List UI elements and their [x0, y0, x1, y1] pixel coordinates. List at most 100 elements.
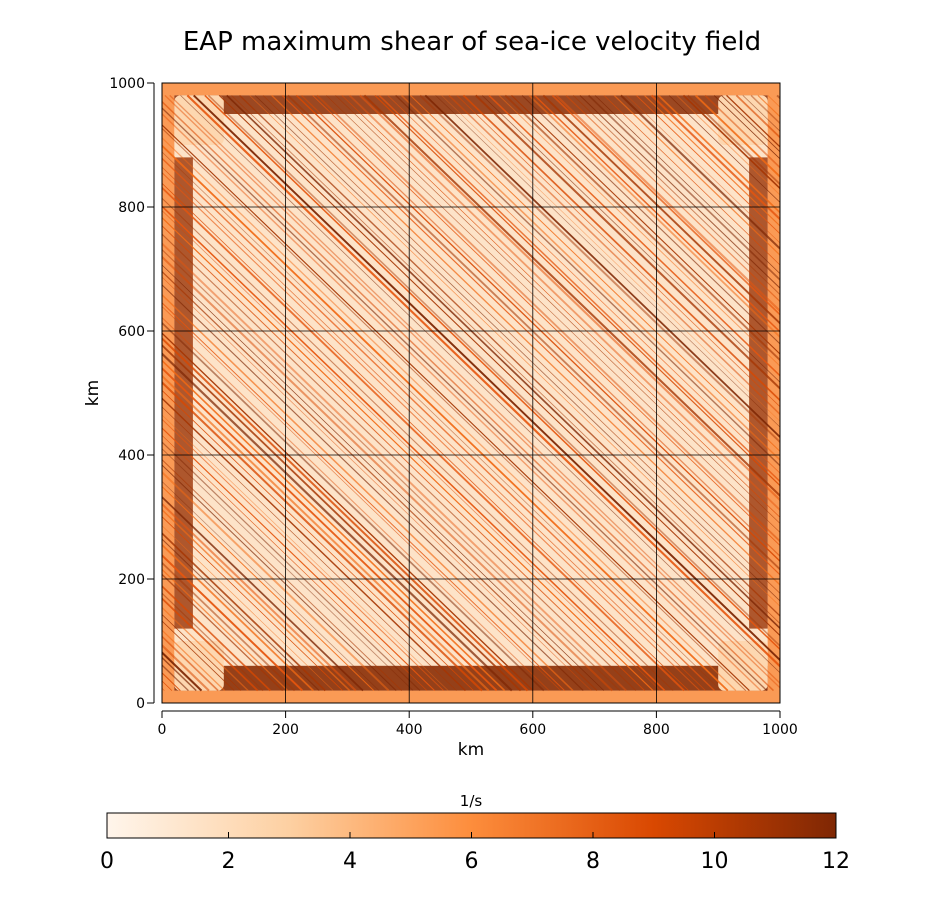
shear-streak [162, 166, 706, 691]
shear-streak [162, 332, 534, 692]
shear-streak [162, 525, 334, 691]
shear-streak [162, 458, 403, 691]
shear-streak [162, 480, 380, 691]
shear-streak [853, 95, 945, 690]
shear-streak [162, 210, 661, 691]
shear-streak [162, 367, 498, 692]
shear-streak [807, 95, 945, 690]
y-axis: 0 200 400 600 800 1000 [109, 76, 155, 712]
shear-streak [533, 94, 780, 333]
shear-streak [162, 543, 314, 692]
shear-streak [162, 293, 574, 692]
shear-streak [162, 270, 598, 692]
shear-streak [186, 94, 780, 668]
colorbar-tick-label: 8 [586, 849, 600, 874]
shear-streak [162, 508, 351, 692]
x-tick-label: 0 [158, 722, 167, 738]
y-axis-label: km [83, 380, 103, 406]
gridlines [162, 83, 780, 703]
shear-streak [249, 95, 780, 607]
shear-streak [162, 112, 762, 692]
field-corner [718, 641, 768, 691]
colorbar-tick-label: 6 [465, 849, 479, 874]
shear-streak [456, 95, 780, 408]
shear-streak [162, 242, 627, 692]
field-left-band [174, 157, 193, 629]
shear-streak [790, 95, 945, 690]
shear-streak [448, 94, 780, 416]
x-axis-label: km [458, 740, 484, 760]
shear-streak [594, 95, 780, 275]
shear-streak [162, 316, 550, 691]
shear-streak [481, 95, 780, 383]
shear-streak [603, 95, 780, 266]
shear-streak [162, 427, 436, 692]
shear-streak [180, 95, 780, 674]
shear-streak [782, 95, 945, 690]
colorbar-tick-label: 12 [822, 849, 850, 874]
shear-streak [162, 100, 774, 692]
shear-streak [162, 157, 716, 692]
shear-streak [162, 127, 747, 691]
shear-streak [325, 95, 780, 533]
shear-streak [441, 95, 780, 422]
shear-streak [395, 94, 780, 467]
shear-streak [636, 95, 780, 235]
shear-streak [162, 538, 320, 692]
shear-streak [474, 94, 780, 390]
shear-streak [254, 95, 780, 602]
shear-streak [555, 94, 780, 313]
shear-streak [757, 94, 780, 118]
shear-streak [162, 554, 304, 692]
shear-streak [204, 94, 780, 651]
shear-streak [162, 495, 364, 692]
x-tick-label: 400 [396, 722, 423, 738]
shear-streak [838, 95, 945, 690]
shear-streak [374, 94, 780, 487]
x-tick-label: 1000 [762, 722, 798, 738]
y-tick-label: 200 [118, 572, 145, 588]
x-tick-label: 600 [519, 722, 546, 738]
shear-streak [162, 441, 421, 692]
shear-streak [162, 585, 271, 692]
shear-streak [419, 94, 780, 444]
shear-streak [657, 94, 780, 214]
shear-streak [162, 485, 375, 691]
shear-streak [162, 144, 729, 692]
shear-streak [528, 94, 780, 339]
shear-streak [359, 94, 780, 502]
shear-streak [162, 374, 490, 692]
shear-streak [488, 94, 780, 377]
colorbar-tick-label: 10 [701, 849, 729, 874]
shear-streak [162, 380, 483, 692]
shear-streak [162, 389, 474, 691]
shear-streak [162, 264, 605, 691]
shear-streak [162, 397, 466, 692]
shear-streak [620, 94, 780, 251]
y-tick-label: 800 [118, 200, 145, 216]
shear-streak [162, 502, 357, 692]
shear-streak [826, 95, 945, 690]
shear-streak [776, 94, 780, 100]
shear-streak [162, 337, 529, 692]
shear-streak [626, 95, 780, 244]
shear-streak [348, 94, 780, 512]
shear-streak [587, 94, 780, 281]
shear-streak [410, 95, 780, 453]
shear-streak [162, 255, 614, 692]
shear-streak [162, 151, 722, 691]
shear-streak [162, 344, 522, 692]
shear-streak [162, 276, 592, 691]
shear-streak [162, 306, 561, 691]
shear-streak [226, 94, 780, 630]
shear-streak [162, 321, 545, 692]
x-tick-label: 200 [272, 722, 299, 738]
shear-field [162, 94, 945, 692]
colorbar: 1/s 0 2 4 6 8 10 12 [100, 792, 850, 874]
chart-title: EAP maximum shear of sea-ice velocity fi… [183, 27, 761, 57]
shear-streak [162, 248, 621, 692]
shear-streak [162, 406, 457, 691]
plot-frame [161, 82, 781, 704]
shear-streak [271, 94, 780, 586]
